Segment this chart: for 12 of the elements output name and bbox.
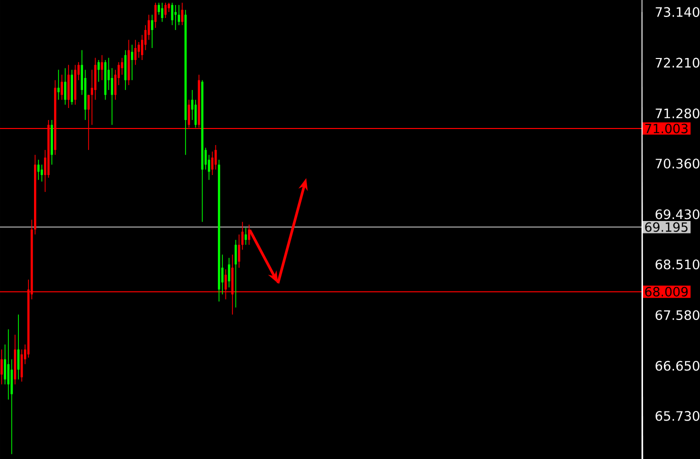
y-tick-label: 72.210 — [656, 58, 700, 68]
y-tick-label: 68.510 — [656, 259, 700, 270]
y-tick-label: 71.280 — [656, 108, 700, 118]
y-tick-label: 65.730 — [656, 411, 700, 421]
y-tick-label: 67.580 — [656, 310, 700, 320]
y-tick-label: 66.650 — [656, 360, 700, 371]
y-tick-label: 73.140 — [656, 7, 700, 17]
ref-line-label: 68.009 — [645, 286, 688, 297]
ref-line-label: 71.003 — [645, 124, 688, 134]
y-tick-label: 69.430 — [656, 209, 700, 220]
ref-line-label: 69.195 — [645, 222, 688, 232]
y-tick-label: 70.360 — [656, 158, 700, 168]
